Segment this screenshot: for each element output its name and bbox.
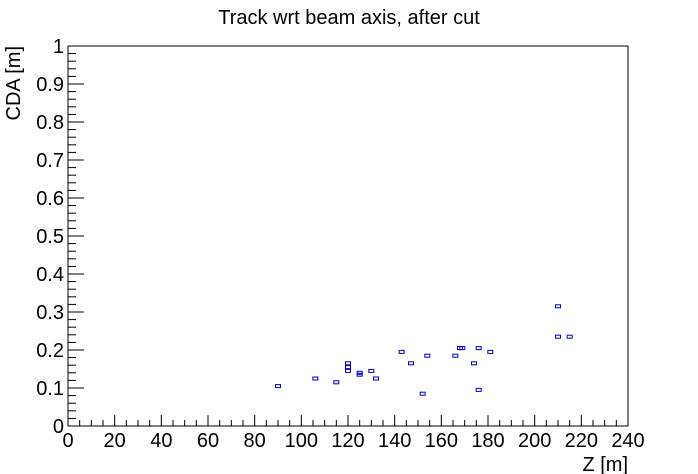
- data-point: [373, 376, 379, 381]
- data-point: [368, 368, 375, 373]
- x-tick-label: 20: [104, 430, 126, 452]
- data-point: [459, 346, 466, 351]
- axis-ticks: [67, 45, 629, 427]
- data-point: [312, 376, 319, 381]
- data-point: [471, 361, 477, 366]
- y-tick-label: 0.4: [36, 264, 64, 286]
- y-axis-label: CDA [m]: [3, 46, 25, 120]
- data-point: [419, 391, 426, 396]
- x-tick-label: 220: [565, 430, 598, 452]
- x-axis-label: Z [m]: [582, 454, 628, 474]
- data-point: [345, 365, 351, 370]
- data-point: [452, 353, 459, 358]
- data-point: [333, 380, 340, 385]
- chart-title: Track wrt beam axis, after cut: [218, 7, 480, 29]
- x-tick-label: 60: [197, 430, 219, 452]
- x-tick-label: 40: [150, 430, 172, 452]
- y-tick-label: 1: [53, 36, 64, 58]
- data-point: [424, 353, 431, 358]
- x-tick-label: 140: [378, 430, 411, 452]
- data-point: [408, 361, 414, 366]
- x-tick-label: 160: [425, 430, 458, 452]
- data-point: [475, 387, 482, 392]
- data-point: [487, 349, 494, 354]
- x-tick-label: 0: [62, 430, 73, 452]
- y-tick-label: 0.9: [36, 74, 64, 96]
- x-tick-label: 80: [244, 430, 266, 452]
- y-tick-label: 0.1: [36, 378, 64, 400]
- y-tick-label: 0.5: [36, 226, 64, 248]
- y-tick-label: 0.2: [36, 340, 64, 362]
- data-point: [555, 334, 561, 339]
- y-tick-label: 0: [53, 416, 64, 438]
- data-point: [345, 368, 351, 373]
- x-axis-tick-labels: 0 20 40 60 80 100 120 140 160 180 200 220 240: [62, 430, 644, 452]
- data-point: [345, 361, 351, 366]
- data-point: [566, 334, 573, 339]
- x-tick-label: 200: [518, 430, 551, 452]
- y-tick-label: 0.8: [36, 112, 64, 134]
- y-axis-tick-labels: 0 0.1 0.2 0.3 0.4 0.5 0.6 0.7 0.8 0.9 1: [36, 36, 64, 438]
- data-point: [398, 349, 405, 354]
- y-tick-label: 0.3: [36, 302, 64, 324]
- data-points: [275, 304, 573, 396]
- data-point: [555, 304, 561, 309]
- y-tick-label: 0.7: [36, 150, 64, 172]
- data-point: [356, 370, 363, 375]
- x-tick-label: 180: [471, 430, 504, 452]
- x-tick-label: 100: [285, 430, 318, 452]
- x-tick-label: 120: [331, 430, 364, 452]
- data-point: [475, 346, 482, 351]
- y-tick-label: 0.6: [36, 188, 64, 210]
- data-point: [275, 384, 281, 389]
- x-tick-label: 240: [611, 430, 644, 452]
